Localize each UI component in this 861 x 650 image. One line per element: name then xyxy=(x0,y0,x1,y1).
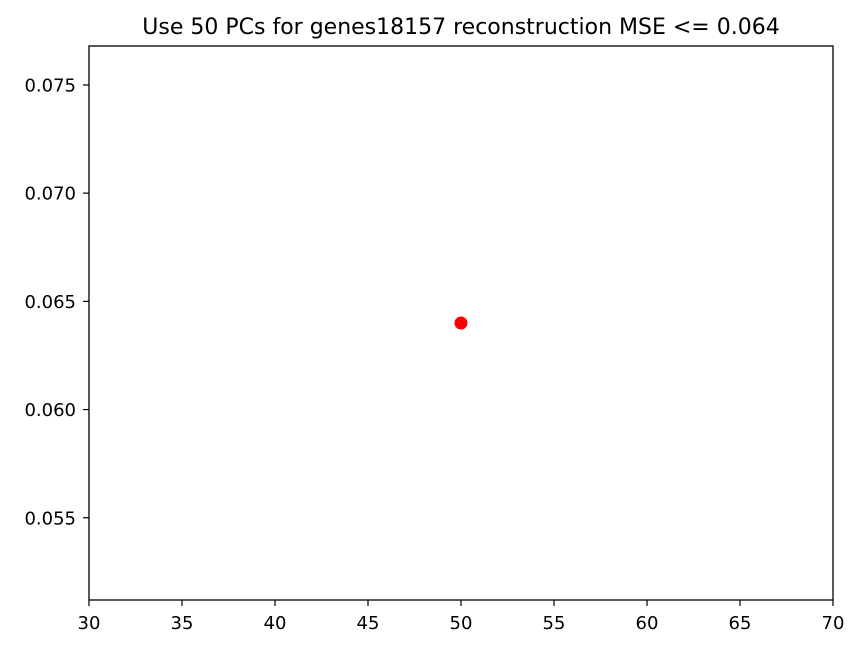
y-tick-label: 0.065 xyxy=(24,292,76,313)
y-tick-label: 0.055 xyxy=(24,508,76,529)
x-tick-label: 70 xyxy=(822,613,845,634)
data-points xyxy=(454,316,468,330)
data-point xyxy=(454,316,468,330)
chart-title: Use 50 PCs for genes18157 reconstruction… xyxy=(142,15,779,40)
x-tick-label: 55 xyxy=(543,613,566,634)
x-tick-label: 40 xyxy=(264,613,287,634)
x-tick-label: 60 xyxy=(636,613,659,634)
x-tick-label: 30 xyxy=(78,613,101,634)
y-tick-label: 0.070 xyxy=(24,184,76,205)
x-tick-label: 35 xyxy=(171,613,194,634)
y-tick-label: 0.075 xyxy=(24,75,76,96)
x-tick-label: 50 xyxy=(450,613,473,634)
x-tick-label: 45 xyxy=(357,613,380,634)
x-axis: 30 35 40 45 50 55 60 65 70 xyxy=(78,600,845,634)
x-tick-label: 65 xyxy=(729,613,752,634)
y-tick-label: 0.060 xyxy=(24,400,76,421)
y-axis: 0.055 0.060 0.065 0.070 0.075 xyxy=(24,75,89,529)
